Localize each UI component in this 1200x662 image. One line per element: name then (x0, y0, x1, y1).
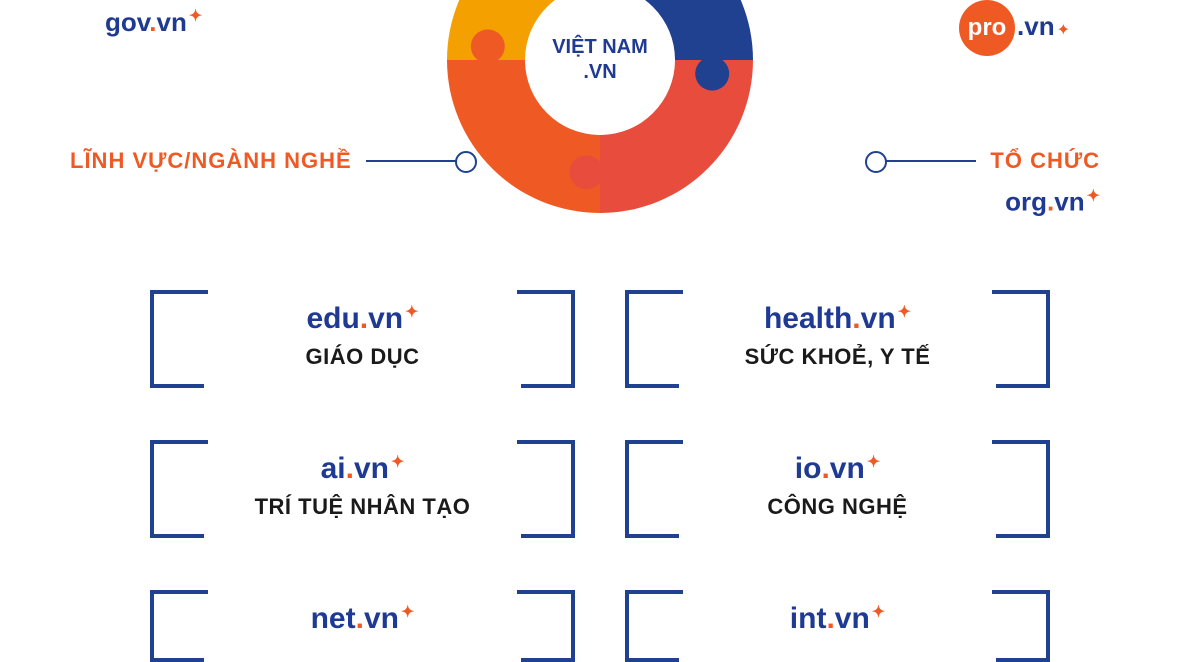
pro-circle: pro (959, 0, 1015, 56)
domain-cell-health: health.vn✦ SỨC KHOẺ, Y TẾ (625, 290, 1050, 388)
star-icon: ✦ (189, 8, 202, 25)
pro-suffix: vn (1024, 11, 1054, 41)
domain-suffix: vn (364, 602, 399, 635)
puzzle-diagram: VIỆT NAM .VN (430, 0, 770, 230)
side-left-text: LĨNH VỰC/NGÀNH NGHỀ (70, 148, 352, 174)
gov-domain-label: gov.vn✦ (105, 6, 202, 38)
domain-suffix: vn (354, 452, 389, 485)
domain-dot: . (852, 302, 860, 335)
domain-prefix: net (311, 602, 356, 635)
domain-desc: SỨC KHOẺ, Y TẾ (635, 344, 1040, 370)
domain-grid: edu.vn✦ GIÁO DỤC health.vn✦ SỨC KHOẺ, Y … (150, 290, 1050, 662)
star-icon: ✦ (1087, 188, 1100, 205)
star-icon: ✦ (872, 604, 885, 621)
domain-prefix: health (764, 302, 852, 335)
connector-line (876, 160, 976, 162)
domain-suffix: vn (835, 602, 870, 635)
domain-cell-net: net.vn✦ (150, 590, 575, 662)
star-icon: ✦ (391, 454, 404, 471)
pro-domain-badge: pro.vn✦ (959, 0, 1070, 56)
domain-dot: . (826, 602, 834, 635)
star-icon: ✦ (1057, 20, 1070, 40)
org-domain-label: org.vn✦ (1005, 186, 1100, 218)
star-icon: ✦ (898, 304, 911, 321)
domain-prefix: edu (306, 302, 359, 335)
domain-prefix: int (790, 602, 827, 635)
domain-suffix: vn (368, 302, 403, 335)
domain-cell-io: io.vn✦ CÔNG NGHỆ (625, 440, 1050, 538)
gov-dot: . (149, 7, 156, 37)
domain-dot: . (360, 302, 368, 335)
domain-dot: . (346, 452, 354, 485)
center-line2: .VN (583, 60, 616, 85)
domain-cell-edu: edu.vn✦ GIÁO DỤC (150, 290, 575, 388)
org-suffix: vn (1054, 187, 1084, 217)
star-icon: ✦ (405, 304, 418, 321)
org-prefix: org (1005, 187, 1047, 217)
gov-suffix: vn (157, 7, 187, 37)
domain-cell-int: int.vn✦ (625, 590, 1050, 662)
star-icon: ✦ (867, 454, 880, 471)
connector-line (366, 160, 466, 162)
domain-desc: TRÍ TUỆ NHÂN TẠO (160, 494, 565, 520)
side-label-sector: LĨNH VỰC/NGÀNH NGHỀ (70, 148, 466, 174)
domain-prefix: io (795, 452, 822, 485)
domain-prefix: ai (321, 452, 346, 485)
domain-cell-ai: ai.vn✦ TRÍ TUỆ NHÂN TẠO (150, 440, 575, 538)
domain-desc: GIÁO DỤC (160, 344, 565, 370)
center-line1: VIỆT NAM (552, 35, 648, 60)
star-icon: ✦ (401, 604, 414, 621)
domain-suffix: vn (861, 302, 896, 335)
gov-prefix: gov (105, 7, 149, 37)
side-label-org: TỔ CHỨC (876, 148, 1100, 174)
side-right-text: TỔ CHỨC (990, 148, 1100, 174)
domain-dot: . (356, 602, 364, 635)
domain-desc: CÔNG NGHỆ (635, 494, 1040, 520)
domain-suffix: vn (830, 452, 865, 485)
domain-dot: . (821, 452, 829, 485)
